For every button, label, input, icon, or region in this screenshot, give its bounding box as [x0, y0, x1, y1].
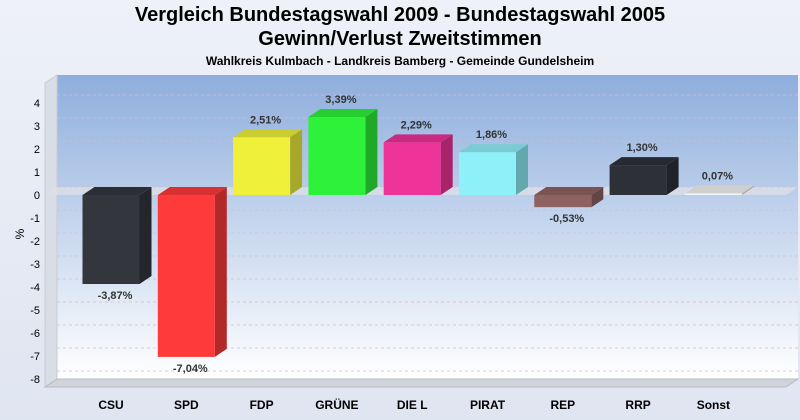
y-tick-label: -8 — [30, 374, 40, 386]
bar-side — [139, 187, 152, 285]
data-label: -7,04% — [173, 363, 208, 375]
y-tick-label: -6 — [30, 328, 40, 340]
side-wall — [44, 74, 58, 388]
bar-csu — [82, 195, 140, 285]
y-tick-label: -5 — [30, 305, 40, 317]
bar-top — [82, 187, 152, 195]
bar-side — [365, 109, 378, 195]
bar-top — [233, 129, 303, 138]
x-tick-label: PIRAT — [470, 398, 506, 412]
y-tick-label: -4 — [30, 282, 40, 294]
y-axis-label: % — [13, 228, 27, 239]
y-tick-label: -3 — [30, 259, 40, 271]
data-label: 0,07% — [702, 170, 733, 182]
bar-top — [534, 187, 604, 195]
bar-top — [684, 185, 754, 194]
bar-side — [290, 129, 303, 195]
chart-subtitle: Gewinn/Verlust Zweitstimmen — [258, 28, 542, 50]
bar-rrp — [609, 165, 667, 195]
y-tick-label: -7 — [30, 351, 40, 363]
data-label: -3,87% — [98, 290, 133, 302]
y-tick-label: 0 — [34, 190, 40, 202]
bar-pirat — [459, 152, 516, 195]
x-tick-label: GRÜNE — [315, 397, 358, 412]
x-tick-label: RRP — [625, 398, 650, 412]
bar-sonst — [684, 193, 742, 195]
x-tick-label: DIE L — [397, 398, 428, 412]
bar-top — [308, 109, 378, 118]
data-label: -0,53% — [549, 213, 584, 225]
x-tick-label: SPD — [174, 398, 199, 412]
chart-region: Wahlkreis Kulmbach - Landkreis Bamberg -… — [205, 54, 595, 68]
floor — [43, 378, 800, 388]
x-tick-label: REP — [550, 398, 575, 412]
bar-die-l — [383, 142, 441, 195]
y-tick-label: -1 — [30, 213, 40, 225]
x-tick-label: CSU — [98, 398, 123, 412]
chart-title: Vergleich Bundestagswahl 2009 - Bundesta… — [134, 4, 666, 26]
bar-side — [214, 187, 227, 357]
bar-top — [459, 144, 528, 153]
bar-rep — [534, 195, 592, 208]
data-label: 2,29% — [401, 119, 432, 131]
y-tick-label: 4 — [34, 98, 40, 110]
x-tick-label: FDP — [250, 398, 274, 412]
bar-grüne — [308, 117, 366, 195]
data-label: 1,86% — [476, 129, 507, 141]
data-label: 3,39% — [325, 94, 356, 106]
bar-top — [157, 187, 227, 195]
bar-top — [383, 134, 453, 143]
y-tick-label: 1 — [34, 167, 40, 179]
bar-side — [666, 157, 679, 195]
bar-side — [741, 185, 754, 195]
bar-top — [609, 157, 679, 166]
bar-side — [440, 134, 453, 195]
bar-fdp — [233, 137, 291, 195]
data-label: 1,30% — [626, 142, 657, 154]
y-tick-label: 3 — [34, 121, 40, 133]
x-tick-label: Sonst — [697, 398, 730, 412]
bar-side — [516, 144, 528, 195]
y-tick-label: -2 — [30, 236, 40, 248]
bar-spd — [157, 195, 215, 357]
bar-side — [591, 187, 604, 208]
y-tick-label: 2 — [34, 144, 40, 156]
data-label: 2,51% — [250, 114, 281, 126]
